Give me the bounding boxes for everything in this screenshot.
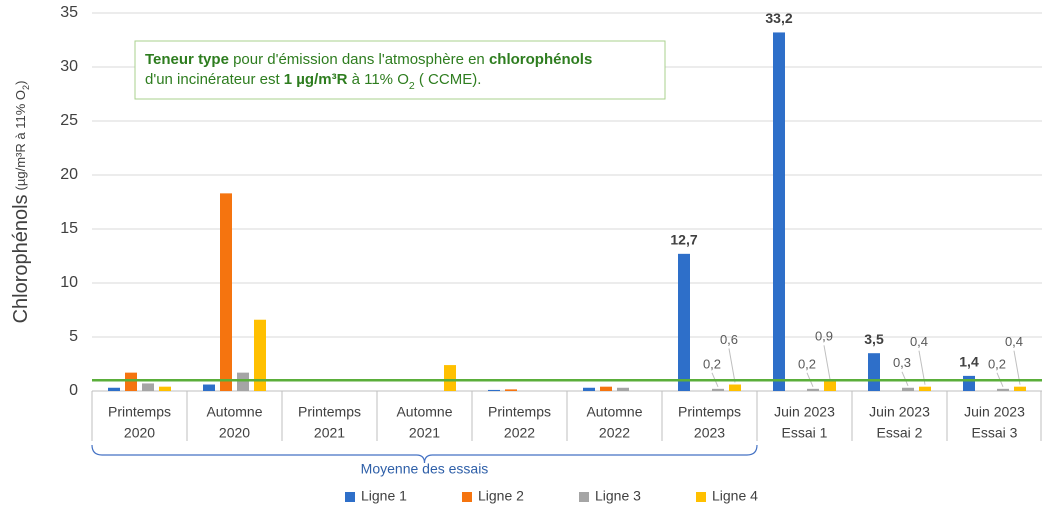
x-tick-label: Essai 3 <box>972 425 1018 441</box>
leader-line <box>901 371 909 386</box>
x-tick-label: 2020 <box>124 425 155 441</box>
text-run: chlorophénols <box>489 51 592 68</box>
x-tick-label: Essai 2 <box>877 425 923 441</box>
text-run: 2 <box>409 80 415 92</box>
y-tick-label: 0 <box>69 382 78 399</box>
bracket <box>91 444 758 464</box>
text-run: ( CCME). <box>415 71 482 88</box>
legend-swatch <box>696 492 706 502</box>
legend-label: Ligne 1 <box>361 488 407 504</box>
bar <box>444 365 456 391</box>
legend-swatch <box>345 492 355 502</box>
bar <box>617 387 629 391</box>
bar <box>1014 386 1026 391</box>
data-label: 1,4 <box>959 354 979 370</box>
legend-label: Ligne 3 <box>595 488 641 504</box>
bar <box>108 387 120 391</box>
y-tick-label: 5 <box>69 328 78 345</box>
x-tick-label: Juin 2023 <box>869 404 930 420</box>
x-tick-label: Printemps <box>298 404 361 420</box>
text-run: Teneur type <box>145 51 229 68</box>
legend-swatch <box>462 492 472 502</box>
data-label: 0,3 <box>893 355 911 370</box>
leader-line <box>728 348 736 383</box>
y-tick-label: 10 <box>60 274 78 291</box>
x-tick-label: 2022 <box>599 425 630 441</box>
bar <box>868 353 880 391</box>
x-tick-label: 2022 <box>504 425 535 441</box>
text-run: ) <box>13 81 28 85</box>
y-tick-label: 35 <box>60 4 78 21</box>
x-tick-label: Printemps <box>488 404 551 420</box>
data-label: 0,2 <box>798 356 816 371</box>
y-tick-label: 15 <box>60 220 78 237</box>
data-label: 0,4 <box>910 334 928 349</box>
bar <box>919 386 931 391</box>
x-tick-label: 2020 <box>219 425 250 441</box>
x-tick-label: 2021 <box>314 425 345 441</box>
bar <box>125 372 137 391</box>
data-label: 12,7 <box>670 232 697 248</box>
x-tick-label: Automne <box>206 404 262 420</box>
bar <box>729 384 741 391</box>
bar <box>997 388 1009 391</box>
x-tick-label: Automne <box>586 404 642 420</box>
data-label: 0,2 <box>703 356 721 371</box>
text-run: 2 <box>21 85 31 90</box>
y-label-main: Chlorophénols <box>10 194 32 323</box>
x-tick-label: 2021 <box>409 425 440 441</box>
text-run: 1 µg/m³R <box>284 71 348 88</box>
y-tick-label: 30 <box>60 58 78 75</box>
x-tick-label: Printemps <box>678 404 741 420</box>
bar <box>237 372 249 391</box>
y-label-unit: (µg/m³R à 11% O2) <box>13 81 31 191</box>
bar <box>902 387 914 391</box>
x-tick-label: Juin 2023 <box>964 404 1025 420</box>
annotation-box <box>134 40 666 100</box>
bar <box>773 32 785 391</box>
leader-line <box>823 345 831 380</box>
data-label: 0,9 <box>815 329 833 344</box>
bar <box>583 387 595 391</box>
data-label: 0,4 <box>1005 334 1023 349</box>
bar <box>488 389 500 391</box>
bar <box>159 386 171 391</box>
bar <box>963 375 975 391</box>
bracket-label: Moyenne des essais <box>361 461 489 477</box>
annotation-text: Teneur type pour d'émission dans l'atmos… <box>145 51 592 68</box>
text-run: à 11% O <box>347 71 408 88</box>
legend-swatch <box>579 492 589 502</box>
bar <box>254 319 266 391</box>
x-tick-label: 2023 <box>694 425 725 441</box>
data-label: 0,2 <box>988 356 1006 371</box>
x-tick-label: Printemps <box>108 404 171 420</box>
legend-label: Ligne 2 <box>478 488 524 504</box>
annotation-text: d'un incinérateur est 1 µg/m³R à 11% O2 … <box>145 71 481 92</box>
x-tick-label: Automne <box>396 404 452 420</box>
x-tick-label: Juin 2023 <box>774 404 835 420</box>
text-run: pour d'émission dans l'atmosphère en <box>229 51 489 68</box>
text-run: (µg/m³R à 11% O <box>13 90 28 190</box>
bar <box>505 389 517 391</box>
bar <box>824 381 836 391</box>
y-tick-label: 25 <box>60 112 78 129</box>
y-tick-label: 20 <box>60 166 78 183</box>
legend-label: Ligne 4 <box>712 488 758 504</box>
bar <box>807 388 819 391</box>
bar <box>712 388 724 391</box>
y-axis-label: Chlorophénols (µg/m³R à 11% O2) <box>10 81 32 324</box>
bar <box>220 193 232 391</box>
data-label: 33,2 <box>765 10 792 26</box>
bar <box>600 386 612 391</box>
text-run: d'un incinérateur est <box>145 71 284 88</box>
bar <box>203 384 215 391</box>
data-label: 3,5 <box>864 331 884 347</box>
bar <box>142 383 154 391</box>
bar <box>678 253 690 391</box>
y-label-text: Chlorophénols (µg/m³R à 11% O2) <box>10 81 32 324</box>
data-label: 0,6 <box>720 332 738 347</box>
x-tick-label: Essai 1 <box>782 425 828 441</box>
